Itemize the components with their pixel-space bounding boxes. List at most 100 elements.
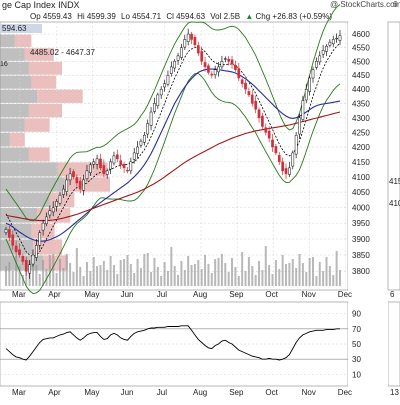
x-tick-label-rsi: Mar — [12, 388, 26, 397]
candle-body — [234, 64, 237, 70]
y-tick-label: 4400 — [352, 85, 370, 94]
volume-bar — [335, 251, 338, 286]
candle-body — [136, 146, 139, 154]
x-tick-label: Oct — [265, 290, 278, 299]
candle-body — [277, 155, 281, 163]
candle-body — [45, 216, 48, 225]
volume-bar — [38, 274, 41, 286]
volume-bar — [62, 268, 65, 286]
x-tick-label: Nov — [302, 290, 316, 299]
y-tick-label: 4350 — [352, 99, 370, 108]
volume-bar — [251, 266, 254, 286]
volume-bar — [65, 254, 68, 286]
volume-bar — [325, 257, 328, 286]
rsi-tick-label: 10 — [352, 370, 361, 379]
x-tick-label: May — [84, 290, 99, 299]
candle-body — [284, 168, 288, 175]
volume-bar — [99, 265, 102, 286]
volume-bar — [5, 266, 7, 286]
volume-bar — [166, 271, 169, 286]
candle-body — [48, 210, 52, 216]
candle-body — [95, 158, 99, 165]
candle-body — [102, 165, 106, 175]
x-tick-label-rsi: Dec — [338, 388, 352, 397]
y-tick-label: 3950 — [352, 219, 370, 228]
vbp-bar-up — [0, 75, 32, 89]
vbp-bar-down — [31, 75, 57, 89]
volume-bar — [278, 269, 281, 286]
bollinger-bands — [5, 4, 341, 294]
candle-body — [4, 229, 8, 233]
price-annotations: 594.63 4485.02 - 4647.37 16 — [0, 24, 95, 68]
candle-body — [99, 158, 102, 169]
candle-body — [55, 201, 58, 207]
price-y-axis: 3800 3850 3900 3950 4000 4050 4100 4150 4200 4250… — [348, 22, 388, 290]
candle-body — [247, 91, 251, 96]
volume-bar — [119, 260, 122, 286]
vbp-bar-up — [0, 118, 25, 132]
volume-bar — [139, 268, 142, 286]
candle-body — [112, 155, 116, 164]
volume-bar — [89, 271, 92, 286]
candle-body — [92, 161, 96, 165]
volume-bar — [146, 253, 149, 286]
volume-bar — [322, 271, 325, 286]
candles — [4, 28, 342, 279]
x-tick-label-rsi: Jun — [121, 388, 134, 397]
candle-body — [105, 170, 109, 175]
candle-body — [244, 82, 247, 90]
volume-bar — [55, 273, 58, 286]
volume-bar — [170, 247, 173, 286]
candle-body — [338, 35, 342, 41]
secondary-xtick-6: 6 — [390, 290, 395, 299]
x-tick-label-rsi: Nov — [302, 388, 316, 397]
candle-body — [301, 100, 305, 120]
y-axis-bg — [348, 22, 388, 290]
vbp-bar-up — [0, 48, 25, 61]
candle-body — [210, 73, 214, 76]
candle-body — [250, 94, 254, 104]
volume-bar — [82, 276, 85, 286]
candle-body — [68, 173, 72, 181]
candle-body — [78, 180, 82, 190]
candle-body — [82, 179, 85, 191]
candle-body — [88, 164, 92, 173]
volume-bar — [271, 274, 274, 286]
x-tick-label: Jun — [121, 290, 134, 299]
candle-body — [335, 37, 338, 40]
candle-body — [257, 109, 261, 119]
candle-body — [122, 163, 126, 169]
volume-bar — [153, 258, 156, 286]
volume-bar — [281, 255, 284, 286]
volume-bar — [244, 271, 247, 286]
candle-body — [227, 58, 231, 62]
vbp-bar-down — [24, 48, 54, 61]
candle-body — [11, 234, 15, 246]
volume-bar — [8, 262, 11, 286]
x-tick-label: Jul — [157, 290, 167, 299]
candle-body — [166, 74, 170, 85]
x-axis: Mar Mar Apr Apr May May Jun Jun Jul Jul Aug Aug Sep S… — [12, 290, 352, 397]
candle-body — [153, 103, 156, 112]
y-tick-label: 4050 — [352, 188, 370, 197]
volume-bar — [190, 265, 193, 286]
volume-bar — [156, 267, 159, 286]
volume-bar — [207, 264, 210, 286]
x-tick-label-rsi: Apr — [48, 388, 61, 397]
volume-bar — [274, 260, 277, 286]
x-tick-label: Aug — [193, 290, 207, 299]
candle-body — [169, 66, 173, 74]
y-tick-label: 4500 — [352, 57, 370, 66]
volume-bar — [15, 257, 18, 286]
candle-body — [28, 264, 31, 274]
volume-bar — [116, 274, 119, 286]
candle-body — [190, 33, 193, 40]
volume-bar — [254, 275, 257, 286]
bollinger-upper — [5, 4, 341, 222]
volume-bar — [214, 259, 217, 286]
volume-bar — [268, 265, 271, 286]
x-tick-label-rsi: Sep — [229, 388, 244, 397]
x-tick-label-rsi: May — [84, 388, 99, 397]
volume-bar — [301, 263, 304, 286]
chart-header: ge Cap Index INDX @ StockCharts.com 6 Op… — [2, 0, 400, 21]
